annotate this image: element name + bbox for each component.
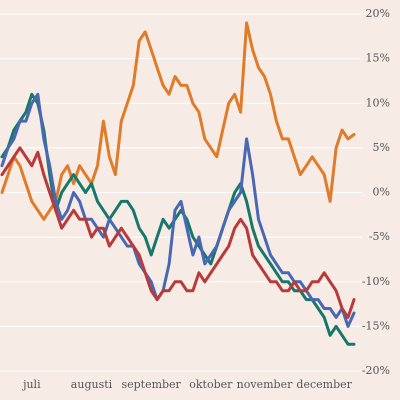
series-line [0,92,356,346]
x-tick-label: september [121,378,181,391]
x-tick-label: juli [21,378,41,391]
series-line [0,21,356,221]
y-tick-label: -5% [369,230,390,243]
y-tick-label: -10% [362,275,390,288]
x-tick-label: december [296,378,352,391]
y-tick-label: -15% [362,319,390,332]
x-tick-label: november [237,378,293,391]
series-line [0,146,356,319]
x-tick-label: oktober [189,378,233,391]
y-tick-label: 15% [366,52,390,65]
y-tick-label: 20% [366,7,390,20]
y-tick-label: 0% [373,186,390,199]
y-tick-label: -20% [362,364,390,377]
x-tick-label: augusti [71,378,113,391]
y-tick-label: 5% [373,141,390,154]
y-tick-label: 10% [366,96,390,109]
